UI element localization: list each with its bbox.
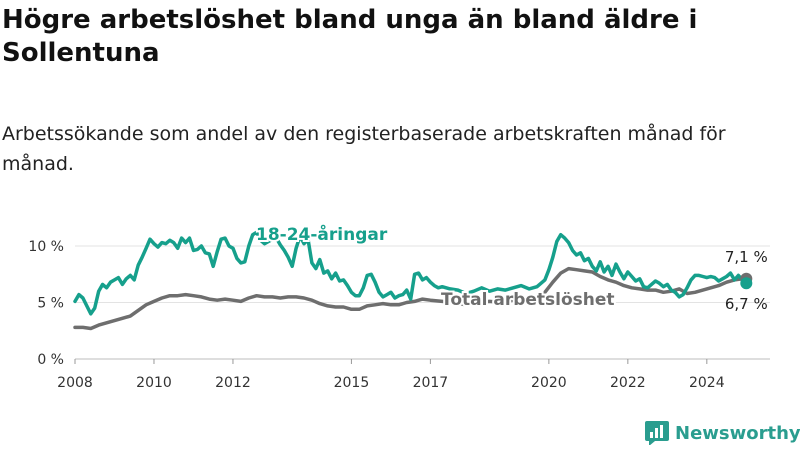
end-label-total: 7,1 %	[725, 248, 768, 266]
series-label-total: Total arbetslöshet	[441, 290, 615, 310]
y-tick-label: 10 %	[28, 239, 64, 255]
bar-chart-icon	[645, 421, 669, 445]
x-tick-label: 2015	[334, 375, 370, 391]
x-tick-label: 2008	[57, 375, 93, 391]
newsworthy-logo: Newsworthy	[645, 420, 800, 446]
series-label-youth: 18-24-åringar	[256, 223, 388, 245]
series-line-total	[73, 266, 749, 331]
x-tick-label: 2024	[689, 375, 725, 391]
x-tick-label: 2012	[215, 375, 251, 391]
series-line-youth	[73, 230, 749, 316]
x-tick-label: 2022	[610, 375, 646, 391]
chart-title: Högre arbetslöshet bland unga än bland ä…	[2, 5, 698, 68]
end-point-youth	[740, 277, 753, 290]
y-tick-label: 0 %	[37, 352, 64, 368]
end-label-youth: 6,7 %	[725, 295, 768, 313]
x-tick-label: 2020	[531, 375, 567, 391]
x-tick-label: 2017	[413, 375, 449, 391]
brand-name: Newsworthy	[675, 422, 800, 444]
x-tick-label: 2010	[136, 375, 172, 391]
y-tick-label: 5 %	[37, 296, 64, 312]
chart-subtitle: Arbetssökande som andel av den registerb…	[2, 123, 726, 175]
